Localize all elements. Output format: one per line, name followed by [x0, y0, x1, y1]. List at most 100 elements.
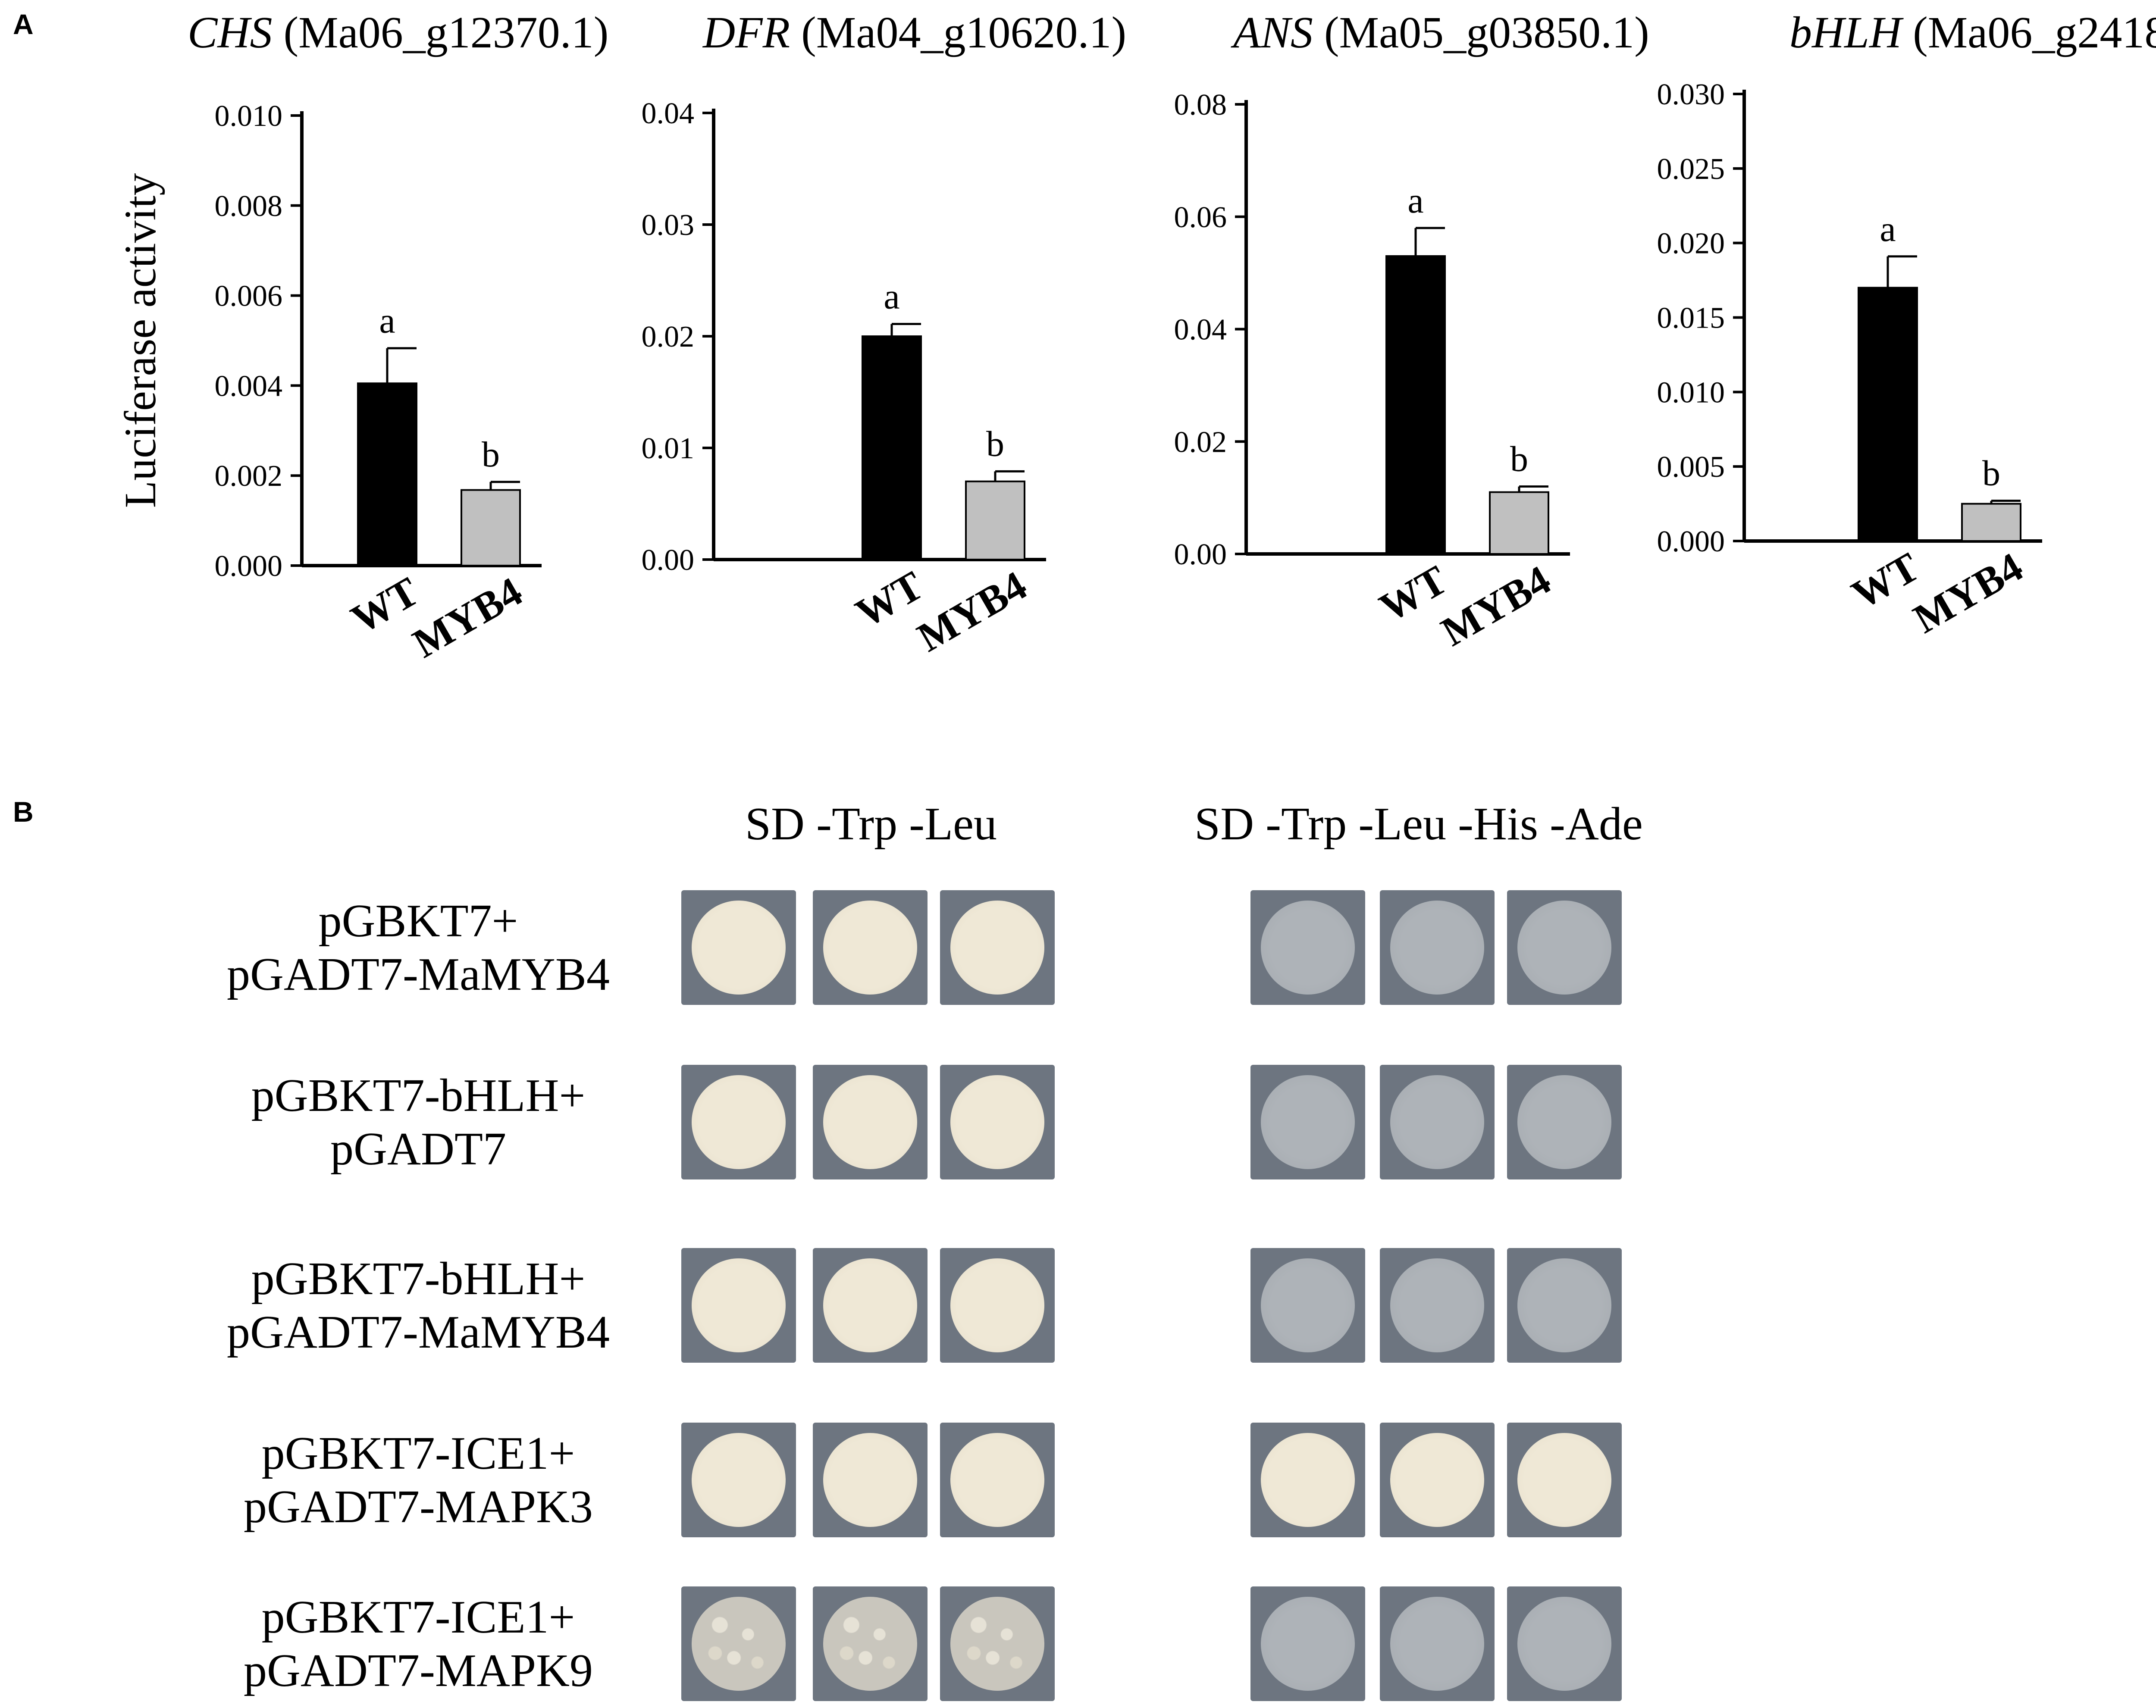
yeast-spot-sd-trp-leu [681, 1065, 796, 1179]
colony-white [692, 1075, 786, 1169]
significance-letter: b [482, 435, 500, 475]
construct-prey: pGADT7-MAPK9 [244, 1645, 593, 1696]
yeast-spot-sd-trp-leu [813, 1423, 928, 1537]
yeast-spot-sd-trp-leu [940, 1586, 1055, 1701]
colony-white [950, 1075, 1044, 1169]
construct-label: pGBKT7-ICE1+ pGADT7-MAPK3 [181, 1427, 655, 1534]
bar-wt [862, 335, 922, 560]
yeast-spot-sd-trp-leu-his-ade [1380, 1586, 1495, 1701]
yeast-spot-sd-trp-leu [681, 890, 796, 1005]
construct-prey: pGADT7-MaMYB4 [227, 949, 610, 1000]
yeast-spot-sd-trp-leu-his-ade [1250, 1065, 1365, 1179]
yeast-spot-sd-trp-leu-his-ade [1250, 1248, 1365, 1363]
bar-myb4 [461, 489, 521, 567]
chart-title: ANS (Ma05_g03850.1) [1231, 8, 1649, 57]
y-tick-label: 0.025 [1657, 153, 1725, 186]
yeast-spot-sd-trp-leu [681, 1586, 796, 1701]
colony-grey [1261, 1258, 1355, 1352]
y-tick-label: 0.005 [1657, 450, 1725, 484]
chart-title: CHS (Ma06_g12370.1) [188, 8, 608, 57]
y-tick-label: 0.01 [642, 432, 695, 465]
y-tick-label: 0.000 [215, 550, 283, 583]
colony-grey [1390, 901, 1484, 995]
accession: (Ma06_g12370.1) [283, 8, 608, 57]
y-tick-label: 0.000 [1657, 525, 1725, 558]
yeast-spot-sd-trp-leu-his-ade [1250, 1586, 1365, 1701]
yeast-spot-sd-trp-leu [813, 1586, 928, 1701]
yeast-spot-sd-trp-leu-his-ade [1507, 1065, 1622, 1179]
colony-grey [1261, 1075, 1355, 1169]
yeast-spot-sd-trp-leu [681, 1423, 796, 1537]
y-tick-label: 0.020 [1657, 227, 1725, 260]
construct-prey: pGADT7-MaMYB4 [227, 1307, 610, 1358]
colony-grey [1517, 1075, 1611, 1169]
y-tick-label: 0.030 [1657, 78, 1725, 111]
significance-letter: a [1407, 181, 1423, 221]
yeast-spot-sd-trp-leu-his-ade [1250, 1423, 1365, 1537]
yeast-spot-sd-trp-leu-his-ade [1507, 1586, 1622, 1701]
yeast-spot-sd-trp-leu-his-ade [1507, 1423, 1622, 1537]
category-label: MYB4 [1433, 557, 1558, 655]
colony-grey [1517, 1258, 1611, 1352]
yeast-spot-sd-trp-leu [813, 1065, 928, 1179]
yeast-spot-sd-trp-leu-his-ade [1507, 890, 1622, 1005]
panel-a-letter: A [13, 8, 34, 40]
colony-white [692, 901, 786, 995]
bar-myb4 [1961, 503, 2021, 542]
category-label: MYB4 [1905, 544, 2030, 642]
y-tick-label: 0.008 [215, 190, 283, 223]
gene-name: DFR [702, 8, 801, 57]
panel-b-letter: B [13, 796, 34, 828]
significance-letter: a [1880, 209, 1896, 249]
y-tick-label: 0.04 [642, 97, 695, 130]
construct-bait: pGBKT7-bHLH+ [251, 1070, 586, 1121]
gene-name: CHS [188, 8, 283, 57]
colony-grey [1261, 1597, 1355, 1691]
colony-white [1390, 1433, 1484, 1527]
colony-speckled [692, 1597, 786, 1691]
significance-letter: b [1510, 439, 1528, 479]
y-tick-label: 0.02 [642, 320, 695, 353]
yeast-spot-sd-trp-leu-his-ade [1250, 890, 1365, 1005]
construct-label: pGBKT7-bHLH+ pGADT7 [181, 1069, 655, 1176]
yeast-spot-sd-trp-leu [940, 1065, 1055, 1179]
significance-letter: a [379, 301, 395, 341]
colony-white [950, 901, 1044, 995]
construct-bait: pGBKT7+ [318, 895, 518, 947]
bar-myb4 [1489, 491, 1549, 555]
construct-prey: pGADT7-MAPK3 [244, 1481, 593, 1533]
y-tick-label: 0.015 [1657, 302, 1725, 335]
colony-white [950, 1433, 1044, 1527]
y-tick-label: 0.08 [1174, 88, 1227, 122]
yeast-spot-sd-trp-leu-his-ade [1380, 1065, 1495, 1179]
accession: (Ma04_g10620.1) [801, 8, 1126, 57]
bar-charts: CHS (Ma06_g12370.1) Luciferase activity 0.… [116, 8, 2156, 667]
colony-white [823, 1075, 917, 1169]
yeast-spot-sd-trp-leu [940, 1248, 1055, 1363]
colony-grey [1390, 1597, 1484, 1691]
bar-myb4 [965, 480, 1025, 560]
yeast-spot-sd-trp-leu-his-ade [1507, 1248, 1622, 1363]
construct-label: pGBKT7+ pGADT7-MaMYB4 [181, 895, 655, 1001]
chart-title: DFR (Ma04_g10620.1) [702, 8, 1126, 57]
colony-grey [1390, 1075, 1484, 1169]
construct-bait: pGBKT7-ICE1+ [261, 1592, 575, 1643]
y-tick-label: 0.00 [1174, 538, 1227, 571]
y-tick-label: 0.03 [642, 209, 695, 242]
colony-speckled [950, 1597, 1044, 1691]
colony-grey [1517, 1597, 1611, 1691]
yeast-spot-sd-trp-leu [813, 1248, 928, 1363]
y-tick-label: 0.04 [1174, 313, 1227, 347]
y-axis-label: Luciferase activity [116, 173, 165, 508]
medium-label: SD -Trp -Leu -His -Ade [1194, 798, 1643, 850]
colony-white [823, 901, 917, 995]
construct-bait: pGBKT7-ICE1+ [261, 1428, 575, 1479]
colony-white [1261, 1433, 1355, 1527]
yeast-spot-sd-trp-leu [681, 1248, 796, 1363]
colony-grey [1390, 1258, 1484, 1352]
y-tick-label: 0.006 [215, 280, 283, 313]
category-label: MYB4 [405, 568, 530, 667]
medium-label: SD -Trp -Leu [745, 798, 997, 850]
construct-label: pGBKT7-bHLH+ pGADT7-MaMYB4 [181, 1252, 655, 1359]
colony-speckled [823, 1597, 917, 1691]
